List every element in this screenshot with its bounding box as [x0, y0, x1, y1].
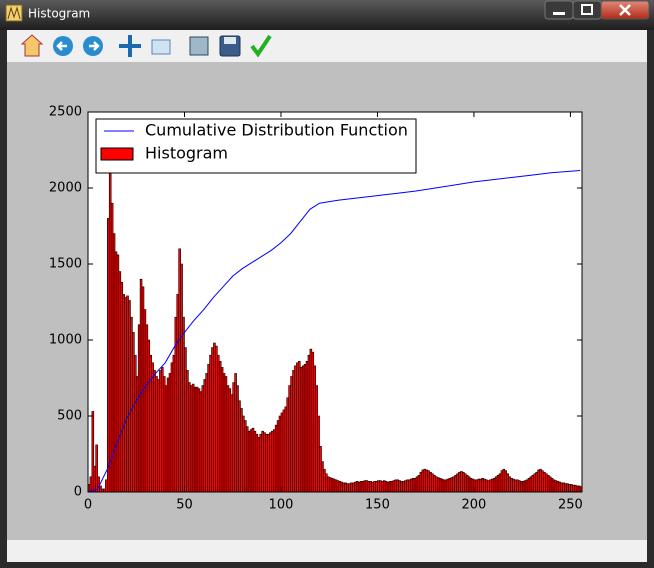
- back-glyph: [56, 41, 67, 51]
- x-tick-label: 100: [269, 498, 294, 513]
- x-tick-label: 0: [84, 498, 92, 513]
- legend: Cumulative Distribution Function Histogra…: [95, 118, 417, 174]
- close-glyph: [619, 4, 631, 16]
- zoom-button[interactable]: [151, 39, 171, 55]
- save-glyph: [224, 37, 236, 44]
- x-tick-label: 200: [462, 498, 487, 513]
- toolbar: [7, 30, 647, 62]
- y-tick-label: 2000: [49, 181, 82, 196]
- window-title: Histogram: [28, 7, 90, 21]
- y-tick-label: 500: [57, 409, 82, 424]
- minimize-glyph: [553, 12, 565, 15]
- y-tick-label: 1000: [49, 333, 82, 348]
- y-tick-label: 2500: [49, 105, 82, 120]
- home-button[interactable]: [20, 34, 44, 57]
- status-bar: [7, 540, 647, 562]
- app-icon-glyph: [7, 6, 21, 20]
- x-tick-label: 50: [176, 498, 193, 513]
- axes-frame: [87, 111, 583, 493]
- x-tick-label: 150: [365, 498, 390, 513]
- y-tick-label: 0: [74, 485, 82, 500]
- app-icon: [5, 4, 23, 22]
- legend-box: [95, 118, 417, 174]
- legend-patch: [100, 147, 134, 161]
- histogram-bars: [87, 167, 583, 493]
- subplots-button[interactable]: [189, 36, 209, 56]
- forward-glyph: [89, 41, 100, 51]
- toolbar-buttons: [20, 34, 272, 58]
- maximize-glyph: [581, 4, 593, 15]
- cdf-line: [87, 170, 581, 493]
- legend-label: Histogram: [145, 144, 228, 163]
- pan-button[interactable]: [119, 35, 141, 57]
- x-tick-label: 250: [558, 498, 583, 513]
- y-tick-label: 1500: [49, 257, 82, 272]
- legend-label: Cumulative Distribution Function: [145, 121, 408, 140]
- edit-button[interactable]: [250, 34, 272, 58]
